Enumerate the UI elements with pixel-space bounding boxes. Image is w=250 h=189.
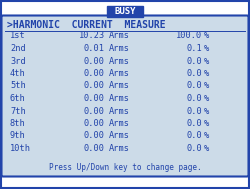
- Text: %: %: [204, 81, 209, 91]
- Text: 0.00: 0.00: [84, 144, 105, 153]
- Text: Arms: Arms: [109, 94, 130, 103]
- Text: Press Up/Down key to change page.: Press Up/Down key to change page.: [49, 163, 201, 173]
- Text: Arms: Arms: [109, 81, 130, 91]
- Text: 0.0: 0.0: [186, 57, 202, 66]
- Text: Arms: Arms: [109, 119, 130, 128]
- Text: Arms: Arms: [109, 69, 130, 78]
- Text: %: %: [204, 44, 209, 53]
- Text: 0.00: 0.00: [84, 132, 105, 140]
- Text: 1st: 1st: [10, 32, 26, 40]
- Text: %: %: [204, 69, 209, 78]
- Text: BUSY: BUSY: [114, 7, 136, 16]
- Text: >HARMONIC  CURRENT  MEASURE: >HARMONIC CURRENT MEASURE: [7, 20, 166, 30]
- Text: %: %: [204, 57, 209, 66]
- Bar: [107, 6, 143, 17]
- Text: %: %: [204, 119, 209, 128]
- Text: 0.00: 0.00: [84, 119, 105, 128]
- Text: 100.0: 100.0: [176, 32, 202, 40]
- Text: 2nd: 2nd: [10, 44, 26, 53]
- Text: %: %: [204, 144, 209, 153]
- Text: 5th: 5th: [10, 81, 26, 91]
- Text: 0.01: 0.01: [84, 44, 105, 53]
- Text: 0.0: 0.0: [186, 119, 202, 128]
- Text: 0.0: 0.0: [186, 81, 202, 91]
- Text: Arms: Arms: [109, 44, 130, 53]
- Text: 0.0: 0.0: [186, 94, 202, 103]
- Text: %: %: [204, 106, 209, 115]
- Text: %: %: [204, 132, 209, 140]
- Text: 10.23: 10.23: [79, 32, 105, 40]
- Text: 0.0: 0.0: [186, 106, 202, 115]
- Text: 0.0: 0.0: [186, 144, 202, 153]
- Text: 8th: 8th: [10, 119, 26, 128]
- Text: 3rd: 3rd: [10, 57, 26, 66]
- Text: 0.00: 0.00: [84, 106, 105, 115]
- Text: 9th: 9th: [10, 132, 26, 140]
- Text: %: %: [204, 32, 209, 40]
- Text: 7th: 7th: [10, 106, 26, 115]
- Text: 0.1: 0.1: [186, 44, 202, 53]
- Text: 0.00: 0.00: [84, 94, 105, 103]
- Text: 6th: 6th: [10, 94, 26, 103]
- Text: 0.0: 0.0: [186, 69, 202, 78]
- Text: 0.0: 0.0: [186, 132, 202, 140]
- Text: 0.00: 0.00: [84, 81, 105, 91]
- Text: 0.00: 0.00: [84, 57, 105, 66]
- Text: %: %: [204, 94, 209, 103]
- Text: Arms: Arms: [109, 144, 130, 153]
- Text: 0.00: 0.00: [84, 69, 105, 78]
- Text: Arms: Arms: [109, 106, 130, 115]
- FancyBboxPatch shape: [2, 15, 248, 177]
- Text: Arms: Arms: [109, 57, 130, 66]
- Text: Arms: Arms: [109, 32, 130, 40]
- Text: 10th: 10th: [10, 144, 31, 153]
- Text: 4th: 4th: [10, 69, 26, 78]
- Text: Arms: Arms: [109, 132, 130, 140]
